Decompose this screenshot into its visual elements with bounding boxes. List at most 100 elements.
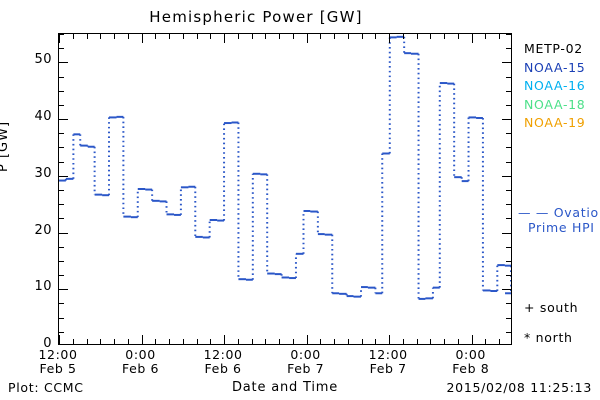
y-tick xyxy=(59,260,64,262)
y-tick-label: 50 xyxy=(34,52,52,68)
y-tick xyxy=(506,90,511,92)
legend-ovation-label2: Prime HPI xyxy=(528,220,595,235)
x-tick-date: Feb 7 xyxy=(287,361,325,376)
x-tick xyxy=(292,339,294,344)
x-tick xyxy=(265,34,267,39)
y-tick xyxy=(59,161,64,163)
x-tick xyxy=(279,339,281,344)
plot-area xyxy=(58,33,512,345)
y-tick xyxy=(506,34,511,35)
x-tick xyxy=(375,339,377,344)
x-tick xyxy=(306,335,308,344)
x-tick xyxy=(402,34,404,39)
x-tick-time: 0:00 xyxy=(455,347,486,362)
x-tick xyxy=(182,339,184,344)
x-tick xyxy=(375,34,377,39)
x-tick xyxy=(306,34,308,43)
y-tick xyxy=(59,232,68,234)
x-tick xyxy=(471,34,473,43)
y-tick-label: 40 xyxy=(34,109,52,125)
y-tick xyxy=(506,317,511,319)
x-tick xyxy=(361,34,363,39)
x-tick xyxy=(114,339,116,344)
y-tick xyxy=(502,62,511,64)
x-tick-time: 12:00 xyxy=(368,347,408,362)
y-tick xyxy=(59,275,64,277)
x-tick xyxy=(210,34,212,39)
x-tick xyxy=(169,339,171,344)
x-tick xyxy=(279,34,281,39)
y-tick xyxy=(506,190,511,191)
y-tick xyxy=(59,48,64,50)
x-tick-date: Feb 7 xyxy=(369,361,407,376)
x-tick xyxy=(59,335,60,344)
x-tick xyxy=(499,339,501,344)
legend-satellites: METP-02 NOAA-15 NOAA-16 NOAA-18 NOAA-19 xyxy=(524,40,585,133)
y-tick xyxy=(59,104,64,106)
y-tick xyxy=(59,175,68,177)
x-tick-date: Feb 6 xyxy=(122,361,160,376)
y-tick xyxy=(506,133,511,135)
x-tick xyxy=(127,34,129,39)
legend-north-label: north xyxy=(535,330,573,345)
y-axis-labels: 0 10 20 30 40 50 xyxy=(0,33,600,351)
x-tick xyxy=(224,34,226,43)
x-tick xyxy=(320,34,322,39)
x-tick xyxy=(292,34,294,39)
y-tick xyxy=(59,34,64,35)
x-tick xyxy=(114,34,116,39)
x-tick xyxy=(334,34,336,39)
y-tick xyxy=(59,331,64,333)
y-tick-label: 30 xyxy=(34,165,52,181)
x-tick xyxy=(72,339,74,344)
x-tick xyxy=(457,339,459,344)
footer-credit: Plot: CCMC xyxy=(8,380,84,395)
x-tick xyxy=(127,339,129,344)
y-tick xyxy=(506,218,511,220)
x-tick xyxy=(182,34,184,39)
y-tick xyxy=(59,147,64,149)
y-tick xyxy=(59,289,68,291)
y-tick xyxy=(506,204,511,206)
y-tick xyxy=(506,161,511,163)
x-axis-title: Date and Time xyxy=(231,380,338,395)
x-tick xyxy=(155,34,157,39)
y-tick xyxy=(502,119,511,121)
x-tick xyxy=(444,339,446,344)
x-tick xyxy=(320,339,322,344)
x-tick-date: Feb 8 xyxy=(452,361,490,376)
legend-symbol-south: + south xyxy=(524,300,578,315)
x-tick xyxy=(389,335,391,344)
x-tick-label: 0:00 Feb 7 xyxy=(287,348,324,376)
y-tick xyxy=(59,218,64,220)
legend-south-label: south xyxy=(539,300,579,315)
x-tick-date: Feb 6 xyxy=(204,361,242,376)
x-tick xyxy=(265,339,267,344)
x-tick xyxy=(485,34,487,39)
legend-ovation-prime-hpi: — — Ovation Prime HPI xyxy=(518,205,600,235)
x-tick xyxy=(430,339,432,344)
y-tick xyxy=(59,76,64,78)
x-tick xyxy=(169,34,171,39)
legend-ovation-label1: Ovation xyxy=(553,205,600,220)
x-tick-date: Feb 5 xyxy=(39,361,77,376)
y-tick xyxy=(59,62,68,64)
y-tick xyxy=(502,175,511,177)
x-tick-time: 0:00 xyxy=(125,347,156,362)
x-tick xyxy=(402,339,404,344)
x-tick-label: 0:00 Feb 8 xyxy=(452,348,489,376)
x-tick xyxy=(141,335,143,344)
x-tick xyxy=(416,34,418,39)
x-tick xyxy=(416,339,418,344)
legend-item-noaa-16: NOAA-16 xyxy=(524,78,586,94)
legend-item-noaa-18: NOAA-18 xyxy=(524,96,586,112)
y-tick xyxy=(59,190,64,191)
y-tick xyxy=(502,289,511,291)
x-tick xyxy=(499,34,501,39)
y-tick xyxy=(59,317,64,319)
x-tick xyxy=(100,339,102,344)
y-tick xyxy=(506,246,511,248)
legend-item-noaa-19: NOAA-19 xyxy=(524,115,586,131)
x-tick xyxy=(485,339,487,344)
